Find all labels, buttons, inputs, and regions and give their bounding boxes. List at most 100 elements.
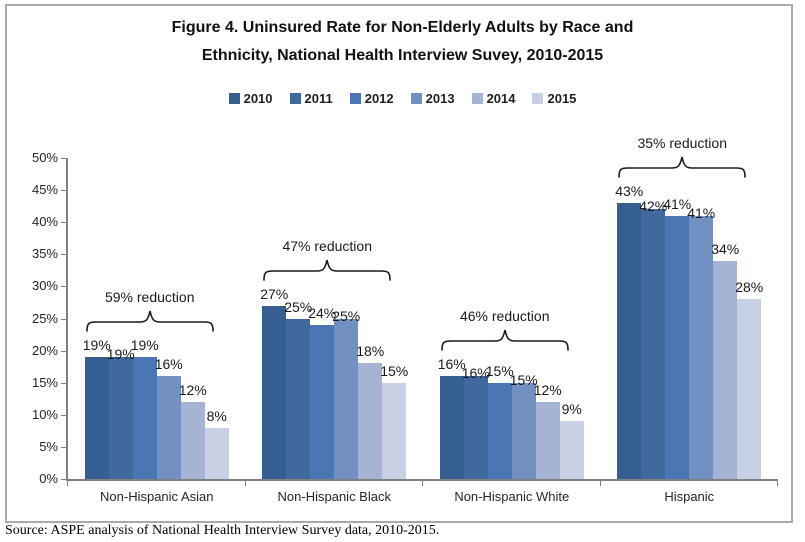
chart-title: Figure 4. Uninsured Rate for Non-Elderly…	[0, 14, 805, 70]
y-tick	[61, 158, 66, 159]
legend-label: 2015	[547, 91, 577, 106]
y-tick	[61, 318, 66, 320]
bar	[689, 215, 714, 479]
x-tick	[422, 481, 423, 486]
y-tick	[61, 190, 66, 192]
bar	[713, 260, 738, 479]
bar-label: 12%	[178, 381, 207, 398]
bar-label: 28%	[735, 279, 764, 296]
reduction-label: 35% reduction	[637, 134, 727, 151]
bar	[156, 376, 181, 479]
bar-label: 8%	[206, 407, 227, 424]
bar-label: 24%	[308, 304, 337, 321]
bar	[511, 382, 536, 479]
y-axis	[66, 158, 68, 480]
y-tick	[61, 222, 66, 224]
x-axis	[66, 479, 778, 481]
x-tick	[777, 481, 778, 486]
x-tick	[599, 481, 601, 486]
legend-swatch-icon	[471, 93, 483, 104]
reduction-label: 47% reduction	[282, 237, 372, 254]
y-tick	[61, 479, 66, 480]
reduction-brace-icon	[263, 259, 392, 281]
bar-label: 19%	[106, 346, 135, 363]
bar-label: 41%	[663, 195, 692, 212]
legend-item: 2011	[289, 91, 333, 106]
y-tick-label: 0%	[39, 471, 58, 486]
y-tick-label: 40%	[31, 214, 58, 230]
legend-item: 2015	[532, 91, 576, 106]
y-tick-label: 20%	[31, 342, 58, 358]
y-tick-label: 5%	[39, 438, 58, 454]
bar-label: 25%	[332, 307, 361, 324]
legend-label: 2014	[486, 91, 516, 106]
bar-label: 16%	[154, 356, 183, 373]
bar	[310, 324, 335, 479]
category-label: Non-Hispanic Black	[277, 489, 391, 504]
bar	[334, 318, 359, 479]
y-tick	[61, 254, 66, 256]
y-tick-label: 30%	[31, 278, 58, 294]
reduction-brace-icon	[618, 156, 747, 178]
bar	[737, 299, 762, 479]
bar	[286, 318, 311, 479]
bar-label: 27%	[260, 285, 289, 302]
legend-label: 2011	[304, 91, 333, 106]
y-tick-label: 35%	[31, 246, 58, 262]
legend-item: 2010	[228, 91, 273, 106]
bar-label: 18%	[356, 343, 385, 360]
reduction-label: 46% reduction	[459, 308, 550, 325]
bar	[358, 363, 383, 479]
bar-label: 15%	[509, 371, 538, 388]
bar	[180, 401, 205, 479]
reduction-brace-icon	[85, 310, 214, 332]
reduction-label: 59% reduction	[104, 289, 195, 306]
x-tick	[244, 481, 246, 486]
bar	[617, 202, 642, 479]
legend-swatch-icon	[410, 93, 422, 104]
legend-item: 2014	[471, 91, 516, 106]
bar	[84, 357, 109, 479]
bar	[132, 357, 157, 479]
bar-label: 41%	[687, 204, 716, 221]
y-tick	[61, 286, 66, 288]
bar-label: 16%	[437, 356, 466, 373]
legend-swatch-icon	[228, 93, 240, 104]
legend-label: 2012	[364, 91, 394, 106]
bar-label: 12%	[533, 381, 562, 398]
bar-label: 43%	[615, 182, 644, 199]
chart-legend: 2010 2011 2012 2013 2014 2015	[0, 91, 805, 106]
bar	[382, 382, 407, 479]
bar	[262, 305, 287, 479]
y-tick-label: 50%	[31, 150, 58, 165]
bar	[439, 376, 464, 479]
y-tick	[61, 350, 66, 352]
legend-item: 2012	[349, 91, 394, 106]
bar	[108, 357, 133, 479]
y-tick	[61, 382, 66, 384]
source-note: Source: ASPE analysis of National Health…	[5, 523, 440, 538]
y-tick-label: 45%	[31, 182, 58, 198]
bar-label: 9%	[561, 401, 582, 418]
legend-label: 2010	[243, 91, 273, 106]
bar	[463, 376, 488, 479]
chart-title-line1: Figure 4. Uninsured Rate for Non-Elderly…	[171, 19, 634, 36]
bar	[559, 421, 584, 479]
y-tick-label: 10%	[31, 406, 58, 422]
bar-label: 19%	[130, 337, 159, 354]
legend-swatch-icon	[349, 93, 361, 104]
chart-title-line2: Ethnicity, National Health Interview Suv…	[201, 47, 604, 64]
bar-label: 15%	[485, 362, 514, 379]
category-label: Non-Hispanic Asian	[100, 489, 214, 504]
category-label: Hispanic	[664, 489, 715, 504]
bar-label: 34%	[711, 240, 740, 257]
bar-label: 25%	[284, 298, 313, 315]
bar-label: 19%	[82, 337, 111, 354]
legend-label: 2013	[425, 91, 455, 106]
category-label: Non-Hispanic White	[454, 489, 570, 504]
legend-swatch-icon	[532, 93, 544, 104]
bar	[204, 427, 229, 479]
y-tick	[61, 446, 66, 448]
reduction-brace-icon	[440, 330, 569, 352]
